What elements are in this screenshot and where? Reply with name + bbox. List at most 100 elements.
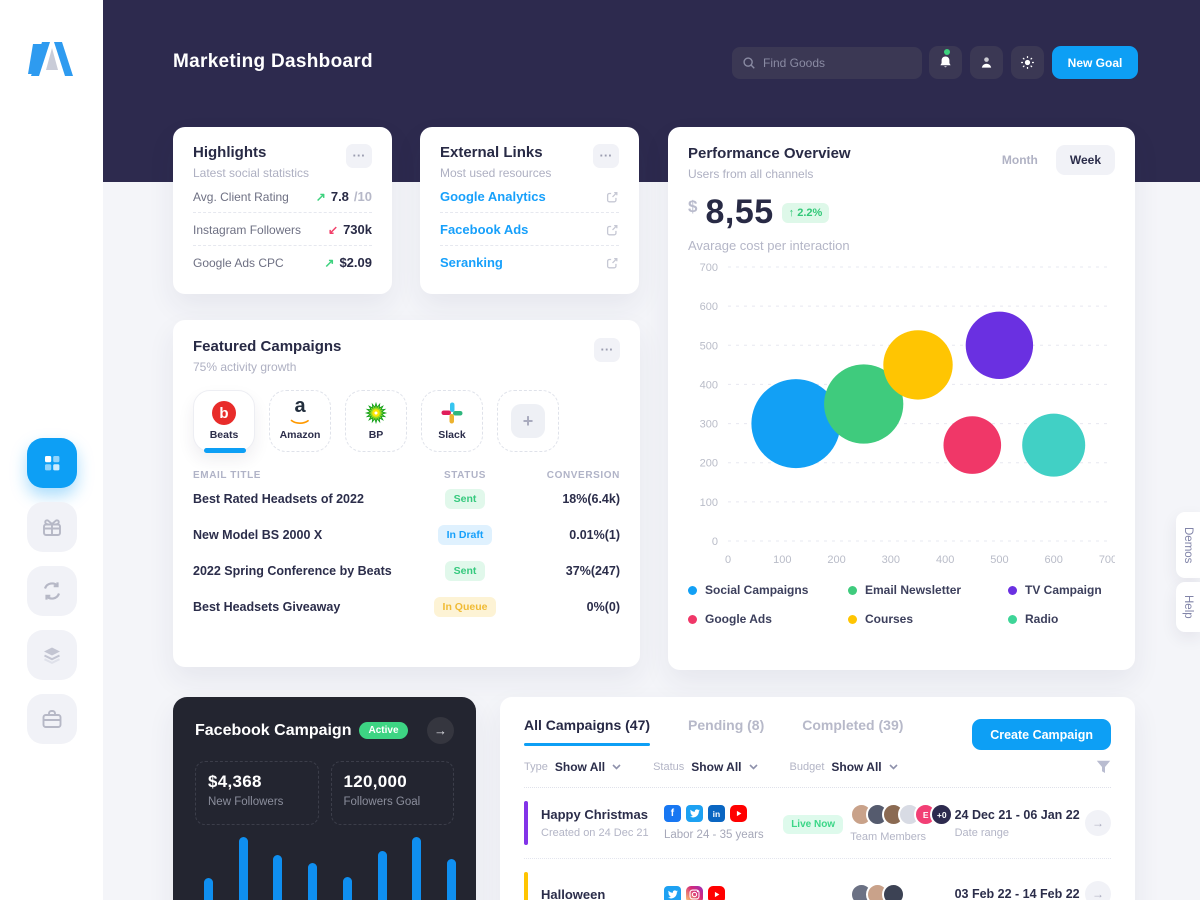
team-avatars: E +0: [850, 803, 954, 826]
twitter-icon: [685, 805, 703, 822]
filter-funnel-icon[interactable]: [1096, 760, 1111, 774]
conversion-value: 37%(247): [565, 564, 620, 578]
campaign-title: Halloween: [541, 886, 606, 900]
topbar: Marketing Dashboard New Goal: [103, 0, 1200, 100]
featured-menu-button[interactable]: ···: [594, 338, 620, 362]
toggle-week[interactable]: Week: [1055, 145, 1115, 175]
performance-title: Performance Overview: [688, 145, 851, 162]
bubble-google-ads: [943, 416, 1002, 474]
external-links-menu-button[interactable]: ···: [593, 144, 619, 168]
brand-tile-bp[interactable]: BP: [345, 390, 407, 452]
brand-tile-slack[interactable]: Slack: [421, 390, 483, 452]
bp-logo-icon: [364, 401, 388, 425]
bubble-tv-campaign: [965, 311, 1034, 379]
facebook-icon: f: [663, 805, 681, 822]
new-goal-button[interactable]: New Goal: [1052, 46, 1138, 79]
notifications-button[interactable]: [929, 46, 962, 79]
external-link-icon[interactable]: [605, 223, 619, 237]
filter-type[interactable]: Type Show All: [524, 760, 621, 774]
col-conversion: CONVERSION: [546, 470, 620, 481]
campaign-audience: Labor 24 - 35 years: [663, 829, 764, 841]
sidebar-item-gift[interactable]: [27, 502, 77, 552]
svg-text:200: 200: [827, 554, 845, 566]
trend-up-icon: ↗: [324, 255, 335, 270]
sidebar-item-dashboard[interactable]: [27, 438, 77, 488]
filter-value: Show All: [831, 760, 882, 774]
filter-status[interactable]: Status Show All: [653, 760, 758, 774]
external-link-row: Seranking: [440, 246, 619, 278]
conversion-value: 0%(0): [586, 600, 620, 614]
svg-text:200: 200: [700, 458, 718, 470]
change-badge: ↑ 2.2%: [781, 202, 830, 223]
tab-all-campaigns[interactable]: All Campaigns (47): [524, 717, 651, 746]
avatar: [882, 882, 906, 900]
create-campaign-button[interactable]: Create Campaign: [972, 719, 1111, 750]
sidebar-item-sync[interactable]: [27, 566, 77, 616]
brand-tile-amazon[interactable]: a Amazon: [269, 390, 331, 452]
external-link-row: Google Analytics: [440, 180, 619, 213]
search-input[interactable]: [763, 56, 912, 70]
brand-tile-add[interactable]: +: [497, 390, 559, 452]
follower-bar: [342, 876, 352, 900]
featured-row: Best Headsets Giveaway In Queue 0%(0): [193, 589, 620, 625]
search-icon: [743, 57, 755, 69]
tab-pending[interactable]: Pending (8): [688, 717, 765, 733]
campaigns-filters: Type Show All Status Show All Budget Show All: [524, 760, 1111, 788]
toggle-month[interactable]: Month: [1001, 153, 1038, 167]
highlights-subtitle: Latest social statistics: [193, 166, 310, 180]
external-link[interactable]: Facebook Ads: [440, 222, 529, 237]
external-link-icon[interactable]: [605, 190, 619, 204]
filter-label: Status: [653, 761, 685, 773]
twitter-icon: [663, 885, 681, 900]
live-now-badge: Live Now: [783, 815, 844, 834]
col-email-title: EMAIL TITLE: [193, 470, 262, 481]
stat-label: New Followers: [208, 796, 284, 808]
sidebar-item-layers[interactable]: [27, 630, 77, 680]
filter-value: Show All: [691, 760, 742, 774]
svg-text:700: 700: [700, 262, 718, 274]
profile-button[interactable]: [970, 46, 1003, 79]
demos-tab[interactable]: Demos: [1176, 512, 1200, 578]
campaign-date-range: 03 Feb 22 - 14 Feb 22: [954, 887, 1080, 900]
active-badge: Active: [359, 722, 408, 739]
legend-item: TV Campaign: [1008, 583, 1115, 597]
sidebar-nav: [27, 438, 77, 744]
sidebar-item-briefcase[interactable]: [27, 694, 77, 744]
currency-symbol: $: [688, 197, 698, 216]
search-box[interactable]: [732, 47, 922, 79]
campaigns-tabs: All Campaigns (47) Pending (8) Completed (…: [524, 717, 1111, 746]
external-links-subtitle: Most used resources: [440, 166, 552, 180]
follower-bar: [238, 837, 248, 900]
user-icon: [981, 57, 992, 68]
facebook-campaign-open-button[interactable]: →: [427, 717, 454, 744]
highlight-row: Avg. Client Rating ↗ 7.8/10: [193, 180, 372, 213]
featured-title: Featured Campaigns: [193, 338, 342, 355]
app-logo-icon[interactable]: [27, 36, 77, 82]
trend-up-icon: ↗: [315, 189, 326, 204]
legend-dot: [1008, 614, 1017, 624]
featured-subtitle: 75% activity growth: [193, 360, 297, 374]
featured-campaigns-card: Featured Campaigns 75% activity growth ·…: [173, 320, 640, 667]
svg-text:600: 600: [700, 301, 718, 313]
legend-dot: [1008, 585, 1017, 595]
theme-toggle-button[interactable]: [1011, 46, 1044, 79]
highlights-menu-button[interactable]: ···: [346, 144, 372, 168]
filter-budget[interactable]: Budget Show All: [790, 760, 898, 774]
help-tab[interactable]: Help: [1176, 582, 1200, 632]
external-link-icon[interactable]: [605, 256, 619, 270]
status-badge: In Draft: [437, 525, 493, 545]
campaign-open-button[interactable]: →: [1084, 881, 1111, 900]
campaign-channels: [663, 885, 783, 900]
campaign-title: Happy Christmas: [541, 807, 648, 822]
external-link[interactable]: Seranking: [440, 255, 503, 270]
external-link[interactable]: Google Analytics: [440, 189, 546, 204]
brand-tile-beats[interactable]: b Beats: [193, 390, 255, 453]
brand-name: Beats: [209, 429, 239, 441]
email-title: Best Rated Headsets of 2022: [193, 492, 364, 506]
col-status: STATUS: [443, 470, 487, 481]
legend-dot: [688, 585, 697, 595]
campaign-open-button[interactable]: →: [1084, 810, 1111, 836]
tab-completed[interactable]: Completed (39): [802, 717, 904, 733]
facebook-stats: $4,368 New Followers 120,000 Followers Goal: [195, 761, 454, 825]
email-title: 2022 Spring Conference by Beats: [193, 564, 392, 578]
